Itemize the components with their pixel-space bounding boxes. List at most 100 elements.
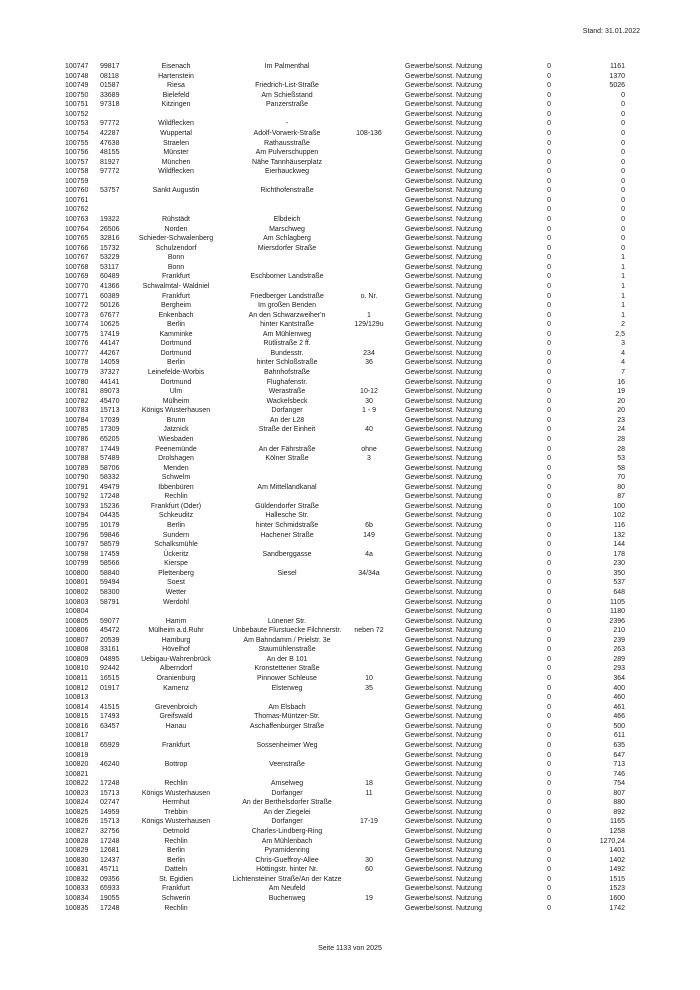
cell-zero-value: 0 [547, 474, 551, 482]
cell-street: Am Pulverschuppen [255, 149, 319, 157]
cell-postal-code: 44267 [100, 349, 120, 357]
cell-zero-value: 0 [547, 359, 551, 367]
cell-house-number [348, 196, 390, 206]
cell-postal-code [100, 205, 126, 215]
cell-zero-value: 0 [547, 684, 551, 692]
cell-street: Nähe Tannhäuserplatz [252, 158, 322, 166]
cell-postal-code: 58300 [100, 588, 120, 596]
table-row: 100799 58566 Kierspe Gewerbe/sonst. Nutz… [0, 559, 700, 569]
cell-record-id: 100748 [65, 72, 89, 80]
cell-record-id: 100768 [65, 263, 89, 271]
cell-usage-type: Gewerbe/sonst. Nutzung [405, 569, 483, 577]
cell-street: Friedberger Landstraße [250, 292, 324, 300]
cell-street: Höttingstr. hinter Nr. [256, 866, 318, 874]
cell-zero-value: 0 [547, 235, 551, 243]
cell-street: Sandberggasse [262, 550, 312, 558]
cell-house-number [348, 598, 390, 608]
cell-usage-type: Gewerbe/sonst. Nutzung [405, 646, 483, 654]
cell-zero-value: 0 [547, 904, 551, 912]
cell-postal-code [100, 731, 126, 741]
cell-record-id: 100769 [65, 273, 89, 281]
cell-city: Oranienburg [156, 675, 196, 682]
cell-street: Unbebaute Flurstuecke Filchnerstr. [232, 627, 342, 635]
cell-usage-type: Gewerbe/sonst. Nutzung [405, 684, 483, 692]
table-row: 100774 10625 Berlin hinter Kantstraße 12… [0, 320, 700, 330]
cell-usage-type: Gewerbe/sonst. Nutzung [405, 244, 483, 252]
table-row: 100801 59494 Soest Gewerbe/sonst. Nutzun… [0, 578, 700, 588]
cell-zero-value: 0 [547, 875, 551, 883]
cell-postal-code: 33689 [100, 91, 120, 99]
cell-city: Schwerin [161, 894, 191, 902]
cell-area-value: 0 [621, 120, 625, 128]
cell-zero-value: 0 [547, 856, 551, 864]
cell-area-value: 807 [613, 789, 625, 797]
table-row: 100750 33689 Bielefeld Am Schießstand Ge… [0, 91, 700, 101]
cell-record-id: 100805 [65, 617, 89, 625]
cell-area-value: 1492 [609, 866, 625, 874]
cell-usage-type: Gewerbe/sonst. Nutzung [405, 636, 483, 644]
cell-postal-code: 44147 [100, 340, 120, 348]
cell-zero-value: 0 [547, 302, 551, 310]
cell-area-value: 635 [613, 741, 625, 749]
cell-record-id: 100793 [65, 502, 89, 510]
cell-house-number [348, 205, 390, 215]
table-row: 100802 58300 Wetter Gewerbe/sonst. Nutzu… [0, 588, 700, 598]
cell-house-number [348, 215, 390, 225]
cell-postal-code: 17248 [100, 904, 120, 912]
cell-zero-value: 0 [547, 866, 551, 874]
cell-usage-type: Gewerbe/sonst. Nutzung [405, 474, 483, 482]
cell-record-id: 100780 [65, 378, 89, 386]
cell-house-number: 18 [365, 780, 373, 788]
page-number-footer: Seite 1133 von 2025 [318, 945, 382, 952]
cell-street: Bahnhofstraße [264, 369, 310, 376]
cell-zero-value: 0 [547, 828, 551, 835]
cell-zero-value: 0 [547, 435, 551, 443]
cell-usage-type: Gewerbe/sonst. Nutzung [405, 378, 483, 386]
cell-area-value: 1370 [609, 72, 625, 80]
cell-postal-code: 50126 [100, 302, 120, 310]
cell-city: Berlin [167, 321, 185, 329]
cell-postal-code: 49479 [100, 483, 120, 491]
cell-city: Berlin [167, 359, 185, 367]
cell-postal-code: 12437 [100, 856, 120, 864]
cell-street: Flughafenstr. [266, 378, 308, 386]
table-row: 100776 44147 Dortmund Rütlistraße 2 ff. … [0, 339, 700, 349]
cell-house-number [348, 875, 390, 885]
cell-usage-type: Gewerbe/sonst. Nutzung [405, 407, 483, 415]
cell-record-id: 100751 [65, 101, 89, 109]
cell-city: Berlin [167, 856, 185, 864]
cell-street [226, 731, 348, 741]
cell-house-number: 4a [365, 550, 373, 558]
cell-house-number [348, 272, 390, 282]
cell-area-value: 87 [617, 493, 625, 501]
table-row: 100793 15236 Frankfurt (Oder) Güldendorf… [0, 502, 700, 512]
cell-postal-code: 17248 [100, 837, 120, 845]
cell-area-value: 210 [613, 627, 625, 635]
cell-usage-type: Gewerbe/sonst. Nutzung [405, 206, 483, 214]
cell-city: Enkenbach [158, 311, 194, 319]
cell-street [226, 904, 348, 914]
cell-city: Königs Wusterhausen [141, 407, 211, 415]
cell-postal-code: 10179 [100, 522, 120, 529]
cell-city: Berlin [167, 522, 185, 529]
cell-area-value: 1600 [609, 894, 625, 902]
cell-city: Hamburg [161, 636, 191, 644]
cell-house-number [348, 760, 390, 770]
cell-city: Münster [163, 149, 189, 157]
cell-record-id: 100750 [65, 91, 89, 99]
cell-city: Sundern [162, 531, 190, 539]
cell-record-id: 100779 [65, 369, 89, 376]
cell-street: Buchenweg [268, 894, 306, 902]
cell-house-number [348, 301, 390, 311]
cell-zero-value: 0 [547, 588, 551, 596]
cell-street: Sossenheimer Weg [256, 741, 318, 749]
cell-postal-code: 16515 [100, 675, 120, 682]
cell-record-id: 100815 [65, 713, 89, 721]
cell-record-id: 100752 [65, 110, 89, 118]
cell-house-number [348, 81, 390, 91]
cell-city: Riesa [167, 82, 185, 90]
cell-street: Pinnower Schleuse [257, 675, 317, 682]
cell-zero-value: 0 [547, 282, 551, 290]
cell-city: Sankt Augustin [152, 187, 200, 195]
table-row: 100772 50126 Bergheim Im großen Benden G… [0, 301, 700, 311]
